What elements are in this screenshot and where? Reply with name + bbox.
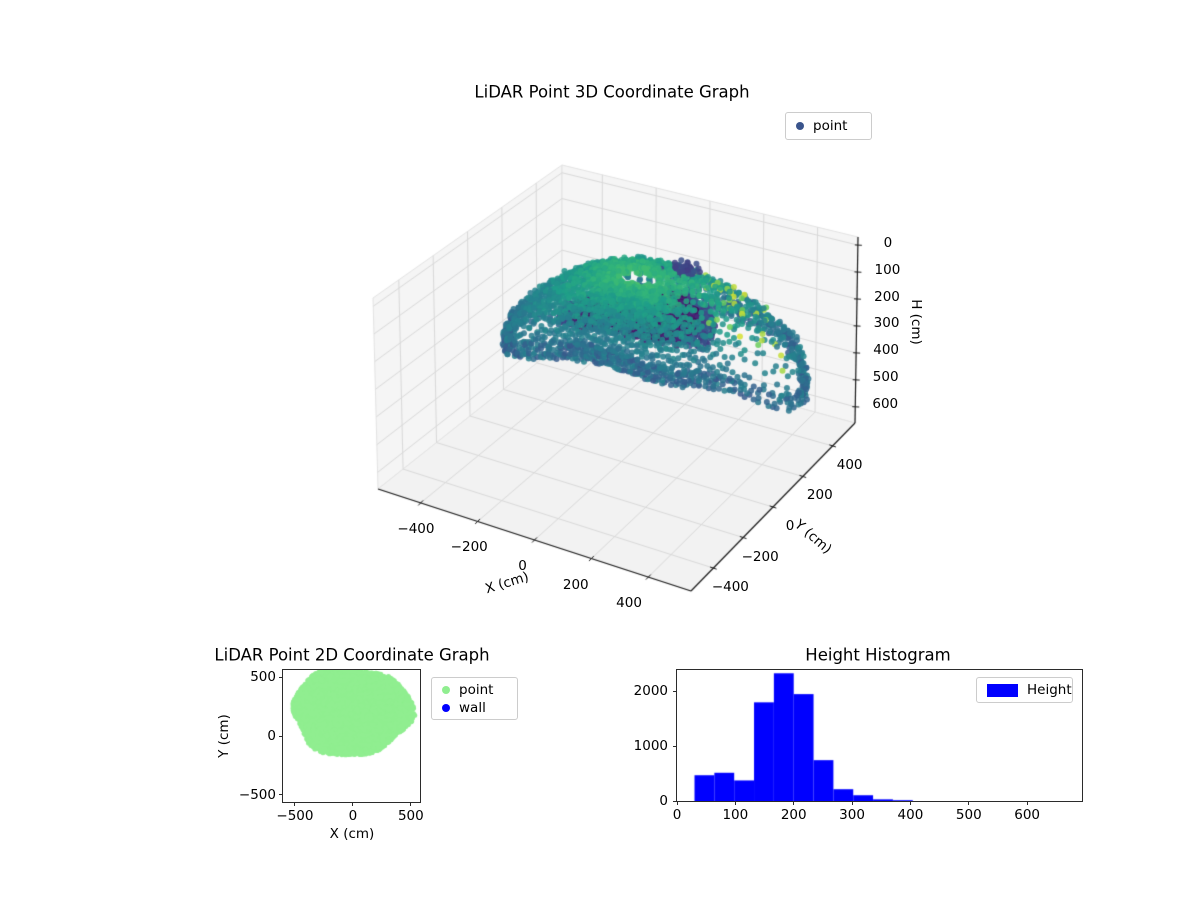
plot2d-canvas bbox=[283, 670, 420, 802]
hist-legend: Height bbox=[976, 677, 1073, 703]
plot3d-legend-row: point bbox=[786, 117, 871, 135]
plot3d-legend-label: point bbox=[813, 118, 848, 134]
hist-x-tick bbox=[968, 801, 970, 805]
plot2d-legend-row-wall: wall bbox=[432, 699, 517, 717]
plot2d-y-tick-label: −500 bbox=[238, 786, 276, 803]
plot2d-x-tick-label: 500 bbox=[397, 808, 424, 824]
plot3d-y-tick-label: 0 bbox=[785, 518, 795, 534]
plot3d-y-tick-label: −400 bbox=[711, 579, 749, 596]
plot3d-z-tick-label: 300 bbox=[873, 315, 900, 332]
plot2d-y-tick bbox=[279, 794, 283, 796]
hist-x-tick-label: 500 bbox=[955, 807, 982, 823]
plot3d-x-tick-label: 200 bbox=[562, 576, 589, 593]
plot2d-y-tick-label: 0 bbox=[267, 728, 276, 744]
hist-x-tick-label: 600 bbox=[1014, 807, 1041, 823]
plot3d-z-tick-label: 0 bbox=[883, 234, 893, 251]
point-marker-icon bbox=[796, 122, 804, 130]
hist-x-tick bbox=[734, 801, 736, 805]
plot2d-y-tick bbox=[279, 735, 283, 737]
plot3d-z-tick-label: 500 bbox=[872, 369, 899, 386]
hist-y-tick-label: 2000 bbox=[633, 683, 668, 700]
plot3d-x-tick-label: 400 bbox=[616, 595, 642, 612]
hist-x-tick-label: 0 bbox=[672, 807, 682, 823]
plot3d-y-tick-label: 200 bbox=[806, 487, 833, 504]
hist-y-tick bbox=[673, 690, 677, 692]
plot2d-legend-row-point: point bbox=[432, 681, 517, 699]
hist-legend-label: Height bbox=[1027, 682, 1072, 698]
plot3d-y-tick-label: −200 bbox=[741, 548, 779, 565]
plot3d-x-tick-label: −200 bbox=[450, 539, 488, 556]
plot3d-z-tick-label: 200 bbox=[874, 288, 900, 305]
plot2d-ylabel: Y (cm) bbox=[216, 714, 232, 758]
hist-x-tick bbox=[1026, 801, 1028, 805]
hist-legend-row: Height bbox=[977, 681, 1072, 699]
hist-x-tick-label: 300 bbox=[839, 807, 865, 823]
plot2d-x-tick-label: −500 bbox=[276, 808, 314, 824]
plot2d-xlabel: X (cm) bbox=[329, 826, 375, 842]
hist-y-tick-label: 0 bbox=[659, 793, 668, 809]
plot2d-axes bbox=[282, 669, 421, 803]
plot3d-z-tick-label: 100 bbox=[874, 261, 901, 278]
plot2d-y-tick-label: 500 bbox=[250, 669, 276, 686]
hist-y-tick bbox=[673, 745, 677, 747]
plot3d-x-tick-label: −400 bbox=[397, 520, 435, 537]
hist-x-tick bbox=[909, 801, 911, 805]
hist-x-tick bbox=[676, 801, 678, 805]
hist-x-tick bbox=[793, 801, 795, 805]
hist-x-tick-label: 100 bbox=[722, 807, 749, 823]
plot2d-legend-label-wall: wall bbox=[459, 699, 486, 716]
plot3d-y-tick-label: 400 bbox=[836, 456, 863, 473]
height-swatch-icon bbox=[987, 683, 1018, 697]
point-marker-icon bbox=[442, 685, 450, 694]
plot2d-legend-label-point: point bbox=[459, 681, 494, 698]
hist-x-tick bbox=[851, 801, 853, 805]
hist-y-tick bbox=[673, 800, 677, 802]
hist-x-tick-label: 400 bbox=[897, 807, 924, 823]
wall-marker-icon bbox=[442, 703, 450, 712]
plot2d-x-tick bbox=[294, 802, 296, 806]
plot3d-zlabel: H (cm) bbox=[908, 299, 924, 345]
plot3d-x-tick-label: 0 bbox=[518, 558, 527, 574]
plot3d-z-tick-label: 600 bbox=[872, 396, 899, 413]
hist-title: Height Histogram bbox=[805, 645, 951, 665]
plot2d-x-tick-label: 0 bbox=[348, 808, 358, 824]
plot3d-title: LiDAR Point 3D Coordinate Graph bbox=[474, 82, 750, 102]
plot2d-x-tick bbox=[410, 802, 412, 806]
plot3d-canvas bbox=[340, 140, 920, 650]
hist-y-tick-label: 1000 bbox=[633, 738, 668, 755]
plot3d-z-tick-label: 400 bbox=[873, 342, 900, 359]
plot2d-y-tick bbox=[279, 676, 283, 678]
plot3d-legend: point bbox=[785, 112, 872, 140]
plot2d-legend: point wall bbox=[431, 677, 518, 720]
plot2d-x-tick bbox=[352, 802, 354, 806]
hist-x-tick-label: 200 bbox=[780, 807, 807, 823]
plot2d-title: LiDAR Point 2D Coordinate Graph bbox=[214, 645, 490, 665]
